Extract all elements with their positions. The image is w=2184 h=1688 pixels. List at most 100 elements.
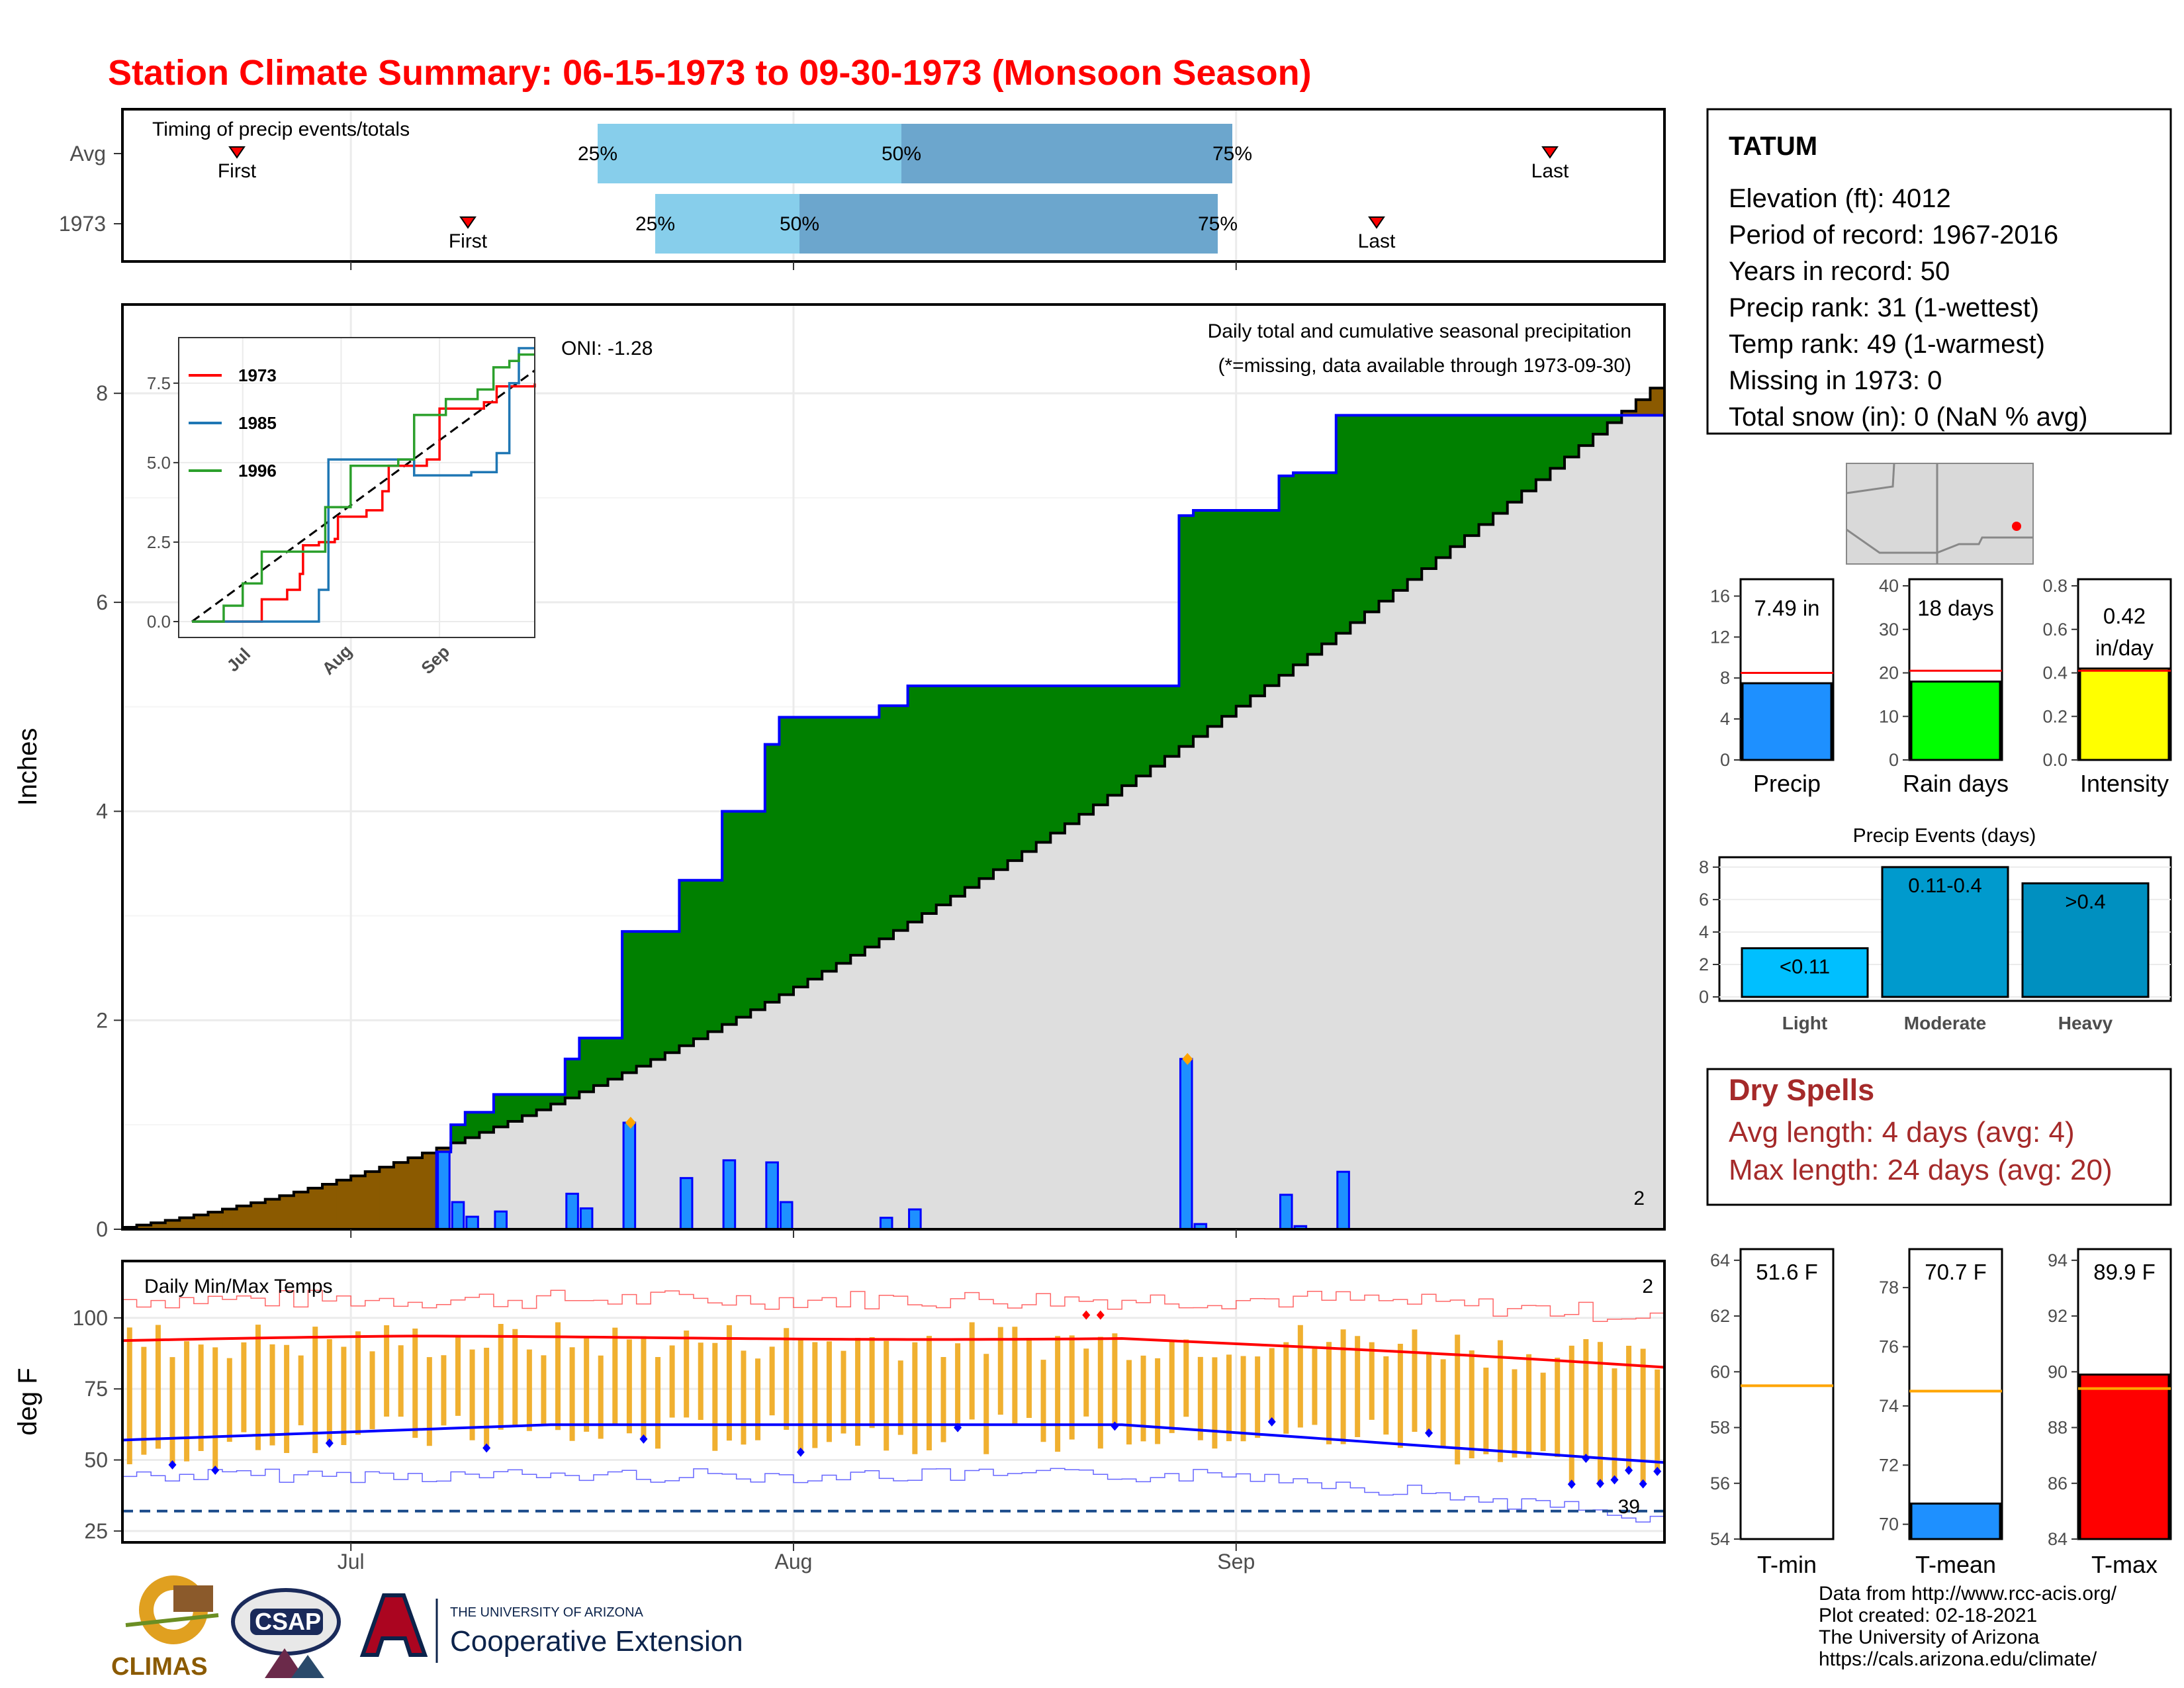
surplus-area [1450, 415, 1465, 547]
temp-corner-red: 2 [1642, 1276, 1653, 1297]
precip-y-title: Inches [13, 728, 42, 806]
inset-legend-label: 1985 [238, 413, 277, 433]
deficit-area [236, 1205, 251, 1229]
surplus-area [1593, 415, 1608, 434]
summary-bars: 0 4 8 12 16 7.49 in Precip 0 10 20 30 40 18 days Rain… [1710, 576, 2172, 797]
precip-event-label: <0.11 [1780, 955, 1830, 978]
avg-max-temp-line [122, 1335, 1665, 1369]
surplus-area [1207, 510, 1222, 727]
deficit-area [351, 1176, 366, 1229]
deficit-area [136, 1225, 152, 1229]
inset-avg-line [191, 369, 535, 623]
record-low-marker [1625, 1466, 1633, 1476]
summary-value-unit: in/day [2095, 635, 2154, 660]
surplus-area [465, 1112, 480, 1138]
timing-marker-last [1541, 146, 1559, 159]
deficit-area [422, 1152, 437, 1229]
surplus-area [950, 686, 966, 896]
inset-series-line [192, 383, 536, 623]
record-high-line [122, 1289, 1664, 1322]
deficit-area [1650, 388, 1665, 416]
temp-summary-value-label: 70.7 F [1925, 1260, 1987, 1284]
precip-panel-frame [121, 303, 1666, 1231]
timing-p25-label: 25% [578, 143, 617, 165]
surplus-area [608, 1038, 623, 1080]
temp-summary-frame [1739, 1248, 1835, 1540]
station-info-box: TATUM Elevation (ft): 4012 Period of rec… [1706, 108, 2172, 435]
record-low-marker [1653, 1466, 1662, 1476]
surplus-area [679, 880, 694, 1046]
surplus-area [1607, 415, 1622, 423]
deficit-area [408, 1158, 423, 1229]
precip-corner-count: 2 [1633, 1188, 1645, 1209]
dry-spells-title: Dry Spells [1729, 1073, 1874, 1107]
temp-y-tick-label: 50 [84, 1448, 108, 1472]
daily-precip-bar [908, 1208, 922, 1231]
events-y-tick-label: 8 [1699, 857, 1709, 877]
summary-value-label: 7.49 in [1754, 596, 1819, 620]
deficit-area [365, 1171, 380, 1229]
temp-summary-category-label: T-min [1757, 1551, 1817, 1578]
daily-precip-bar [779, 1201, 794, 1231]
daily-precip-bar [722, 1159, 737, 1231]
summary-y-tick-label: 12 [1710, 627, 1730, 647]
record-low-marker [1639, 1479, 1647, 1489]
record-marker [625, 1116, 636, 1129]
deficit-area [436, 1148, 451, 1152]
climas-text: CLIMAS [111, 1653, 208, 1681]
timing-last-label: Last [1531, 160, 1569, 182]
month-tick-label: Jul [338, 1550, 365, 1573]
deficit-area [251, 1202, 266, 1229]
deficit-area [279, 1196, 295, 1229]
summary-bar [2079, 667, 2170, 761]
surplus-area [1393, 415, 1408, 590]
surplus-area [779, 717, 794, 995]
precip-base-area [122, 415, 1664, 1230]
temp-panel-frame [121, 1260, 1666, 1544]
summary-category-label: Precip [1753, 770, 1821, 797]
temp-summary-y-tick-label: 86 [2048, 1474, 2068, 1493]
surplus-area [1150, 686, 1165, 767]
surplus-area [479, 1112, 494, 1133]
surplus-area [1036, 686, 1051, 843]
station-line: Years in record: 50 [1729, 257, 1950, 286]
timing-panel-frame [121, 108, 1666, 263]
events-y-tick-label: 0 [1699, 987, 1709, 1007]
station-location-dot [2012, 522, 2021, 531]
surplus-area [936, 686, 951, 905]
temp-summary-y-tick-label: 72 [1879, 1455, 1899, 1475]
surplus-area [1435, 415, 1451, 558]
summary-y-tick-label: 0.2 [2042, 706, 2068, 726]
summary-bar [1741, 682, 1833, 761]
surplus-area [536, 1094, 551, 1110]
surplus-area [1507, 415, 1522, 502]
surplus-area [1236, 510, 1251, 706]
ua-small-text: THE UNIVERSITY OF ARIZONA [450, 1605, 644, 1620]
surplus-area [864, 717, 880, 947]
summary-y-tick-label: 0.6 [2042, 620, 2068, 639]
precip-events-panel: Precip Events (days) <0.11 Light 0.11-0.4 Mo… [1699, 825, 2172, 1033]
summary-y-tick-label: 0 [1889, 750, 1899, 770]
precip-panel: 0 2 4 6 8 Inches ONI: -1.28 Daily total and cum… [13, 303, 1666, 1241]
temp-summary-category-label: T-max [2091, 1551, 2158, 1578]
dry-spells-max: Max length: 24 days (avg: 20) [1729, 1154, 2113, 1186]
deficit-area [151, 1223, 166, 1229]
footer-line: Plot created: 02-18-2021 [1819, 1605, 2037, 1626]
temp-summary-y-tick-label: 76 [1879, 1336, 1899, 1356]
surplus-area [1250, 510, 1265, 696]
temp-summary-y-tick-label: 92 [2048, 1306, 2068, 1326]
surplus-area [707, 880, 723, 1032]
precip-panel-note: (*=missing, data available through 1973-… [1218, 355, 1631, 377]
surplus-area [893, 706, 909, 931]
surplus-area [1264, 510, 1280, 686]
temp-summary-y-tick-label: 94 [2048, 1250, 2068, 1270]
precip-y-tick-label: 4 [96, 800, 108, 823]
footer-line: Data from http://www.rcc-acis.org/ [1819, 1583, 2117, 1605]
timing-p75-label: 75% [1212, 143, 1252, 165]
timing-marker-first [459, 216, 477, 229]
surplus-area [964, 686, 980, 888]
precip-event-category: Light [1782, 1013, 1827, 1033]
surplus-area [1422, 415, 1437, 569]
surplus-area [1564, 415, 1580, 457]
avg-min-temp-line [122, 1423, 1665, 1464]
